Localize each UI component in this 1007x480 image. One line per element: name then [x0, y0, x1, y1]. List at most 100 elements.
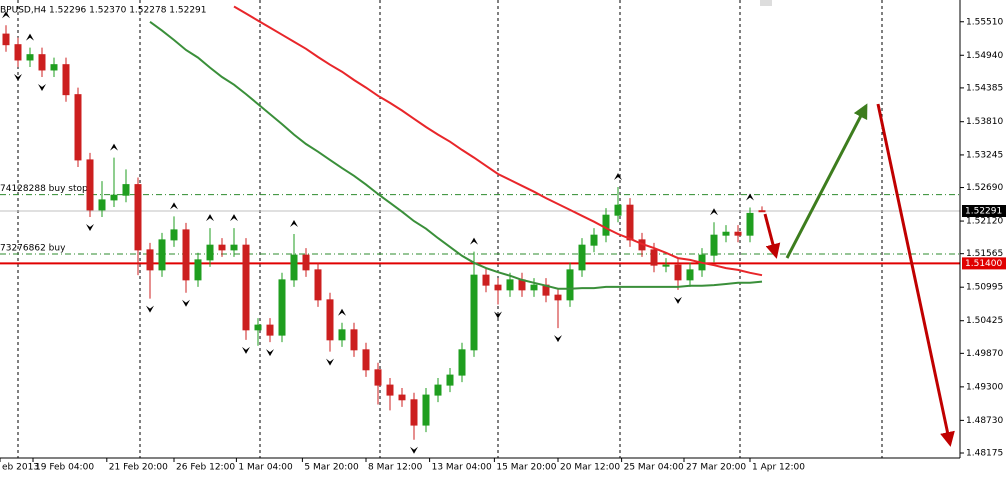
candle-body [74, 94, 82, 161]
fractal-down [554, 335, 562, 343]
x-tick-label: 15 Mar 20:00 [496, 463, 556, 473]
candle-body [230, 244, 238, 251]
fractal-down [410, 446, 418, 454]
price-label: 1.52291 [965, 207, 1002, 217]
candle-body [458, 349, 466, 376]
x-tick-label: 1 Apr 12:00 [752, 463, 805, 473]
y-tick-label: 1.53245 [966, 150, 1003, 160]
y-tick-label: 1.52120 [966, 217, 1003, 227]
candle-body [662, 264, 670, 267]
candle-body [110, 194, 118, 201]
candle-body [494, 284, 502, 291]
candle-body [386, 384, 394, 396]
arrow [763, 213, 781, 259]
x-tick-label: 26 Feb 12:00 [176, 463, 235, 473]
candle-body [506, 279, 514, 291]
x-tick-label: 1 Mar 04:00 [238, 463, 293, 473]
candle-body [98, 199, 106, 211]
fractal-up [710, 208, 718, 216]
candle-body [746, 212, 754, 236]
candle-body [218, 244, 226, 251]
fractal-down [86, 223, 94, 231]
candle-body [194, 259, 202, 281]
drawn-arrows [763, 103, 955, 447]
price-box [962, 257, 1006, 270]
candle-body [134, 184, 142, 251]
candle-body [686, 269, 694, 281]
candle-body [254, 324, 262, 331]
price-box [962, 205, 1006, 218]
fractal-down [326, 358, 334, 366]
y-tick-label: 1.48730 [966, 416, 1003, 426]
candle-body [26, 54, 34, 61]
fractal-up [2, 11, 10, 19]
x-tick-label: 27 Mar 20:00 [686, 463, 746, 473]
fractal-down [14, 74, 22, 82]
candle-body [758, 210, 766, 213]
candle-body [14, 44, 22, 61]
candle-body [530, 284, 538, 291]
order-label: 73276862 buy [0, 243, 66, 253]
candle-body [722, 231, 730, 236]
candle-body [578, 244, 586, 271]
candle-body [170, 229, 178, 241]
x-tick-label: 25 Mar 04:00 [624, 463, 684, 473]
arrow [785, 103, 868, 259]
fractal-down [38, 84, 46, 92]
candle-body [410, 399, 418, 426]
candle-body [554, 294, 562, 301]
candle-body [434, 384, 442, 396]
quote-header: BPUSD,H4 1.52296 1.52370 1.52278 1.52291 [0, 6, 207, 16]
candle-body [314, 269, 322, 301]
scroll-marker [760, 0, 772, 6]
moving-average [149, 20, 763, 290]
candle-body [146, 249, 154, 271]
candle-body [2, 33, 10, 46]
candle-body [710, 234, 718, 256]
fractal-up [470, 237, 478, 245]
candle-body [302, 254, 310, 271]
candle-body [122, 184, 130, 196]
fractal-up [230, 214, 238, 222]
candle-body [38, 54, 46, 71]
candle-body [614, 204, 622, 216]
x-tick-label: 13 Mar 04:00 [432, 463, 492, 473]
candle-body [362, 349, 370, 371]
x-tick-label: 19 Feb 04:00 [35, 463, 94, 473]
candle-body [446, 374, 454, 386]
candle-body [374, 369, 382, 386]
candle-body [182, 229, 190, 281]
x-tick-label: 21 Feb 20:00 [109, 463, 168, 473]
candle-body [398, 394, 406, 401]
y-tick-label: 1.54940 [966, 51, 1003, 61]
candle-body [626, 204, 634, 241]
candle-body [422, 394, 430, 426]
candle-body [602, 214, 610, 236]
y-tick-label: 1.49870 [966, 349, 1003, 359]
candle-body [158, 239, 166, 271]
price-label: 1.51400 [965, 259, 1002, 269]
candle-body [350, 329, 358, 351]
candle-body [590, 234, 598, 246]
candle-body [482, 274, 490, 286]
fractal-up [26, 33, 34, 41]
moving-average [233, 5, 763, 277]
candle-body [62, 64, 70, 96]
arrow [876, 103, 955, 447]
fractal-up [614, 172, 622, 180]
candle-body [290, 254, 298, 281]
candle-body [86, 159, 94, 211]
candle-body [326, 299, 334, 341]
x-tick-label: 5 Mar 20:00 [304, 463, 359, 473]
fractal-up [206, 214, 214, 222]
candle-body [338, 329, 346, 341]
y-tick-label: 1.54385 [966, 83, 1003, 93]
y-tick-label: 1.49300 [966, 382, 1003, 392]
candle-body [50, 64, 58, 71]
fractal-up [290, 219, 298, 227]
candle-body [266, 324, 274, 336]
fractal-down [242, 346, 250, 354]
y-tick-label: 1.55510 [966, 17, 1003, 27]
fractal-up [338, 308, 346, 316]
